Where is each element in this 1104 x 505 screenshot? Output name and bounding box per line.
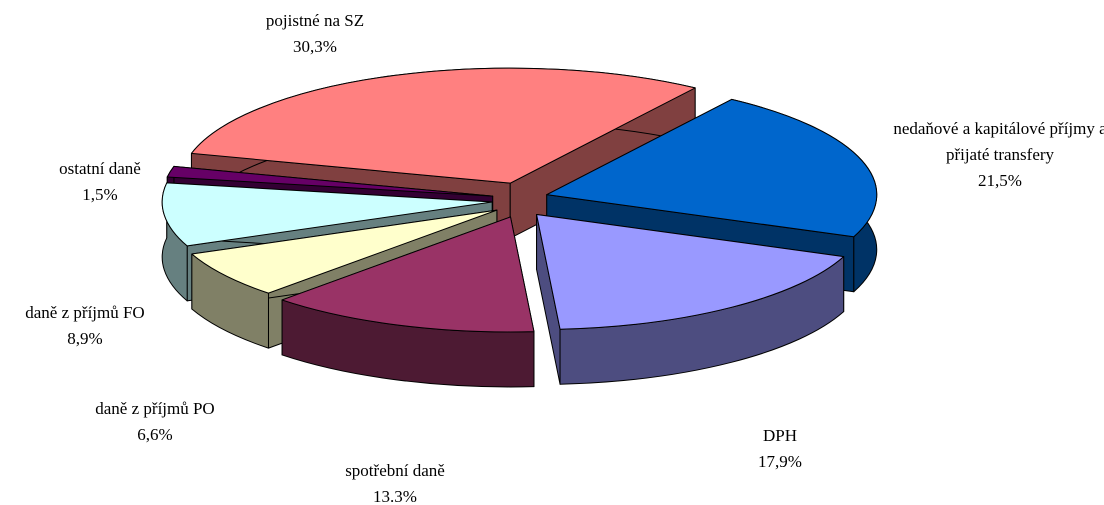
value-label: 6,6% bbox=[137, 425, 173, 444]
value-label: 21,5% bbox=[978, 171, 1022, 190]
category: daně z příjmů FO bbox=[25, 303, 145, 322]
value-label: 8,9% bbox=[67, 329, 103, 348]
category: pojistné na SZ bbox=[265, 11, 365, 30]
value-label: 17,9% bbox=[758, 452, 802, 471]
slice-label: daně z příjmů FO 8,9% bbox=[0, 300, 215, 352]
slice-label: nedaňové a kapitálové příjmy a přijaté t… bbox=[880, 116, 1104, 194]
value-label: 1,5% bbox=[82, 185, 118, 204]
category: nedaňové a kapitálové příjmy a přijaté t… bbox=[893, 119, 1104, 164]
slice-label: DPH 17,9% bbox=[650, 423, 910, 475]
slice-label: spotřební daně 13.3% bbox=[265, 458, 525, 505]
slice-label: daně z příjmů PO 6,6% bbox=[25, 396, 285, 448]
category: DPH bbox=[762, 426, 797, 445]
slice bbox=[281, 216, 535, 333]
slice bbox=[546, 98, 878, 238]
slice bbox=[191, 209, 498, 294]
value-label: 13.3% bbox=[373, 487, 417, 505]
slice-label: pojistné na SZ 30,3% bbox=[185, 8, 445, 60]
value-label: 30,3% bbox=[293, 37, 337, 56]
slice bbox=[536, 214, 845, 330]
slice-label: ostatní daně 1,5% bbox=[0, 156, 230, 208]
category: ostatní daně bbox=[59, 159, 141, 178]
slice bbox=[190, 67, 696, 184]
slice bbox=[161, 182, 493, 247]
category: daně z příjmů PO bbox=[95, 399, 215, 418]
slice bbox=[166, 165, 494, 197]
category: spotřební daně bbox=[345, 461, 445, 480]
